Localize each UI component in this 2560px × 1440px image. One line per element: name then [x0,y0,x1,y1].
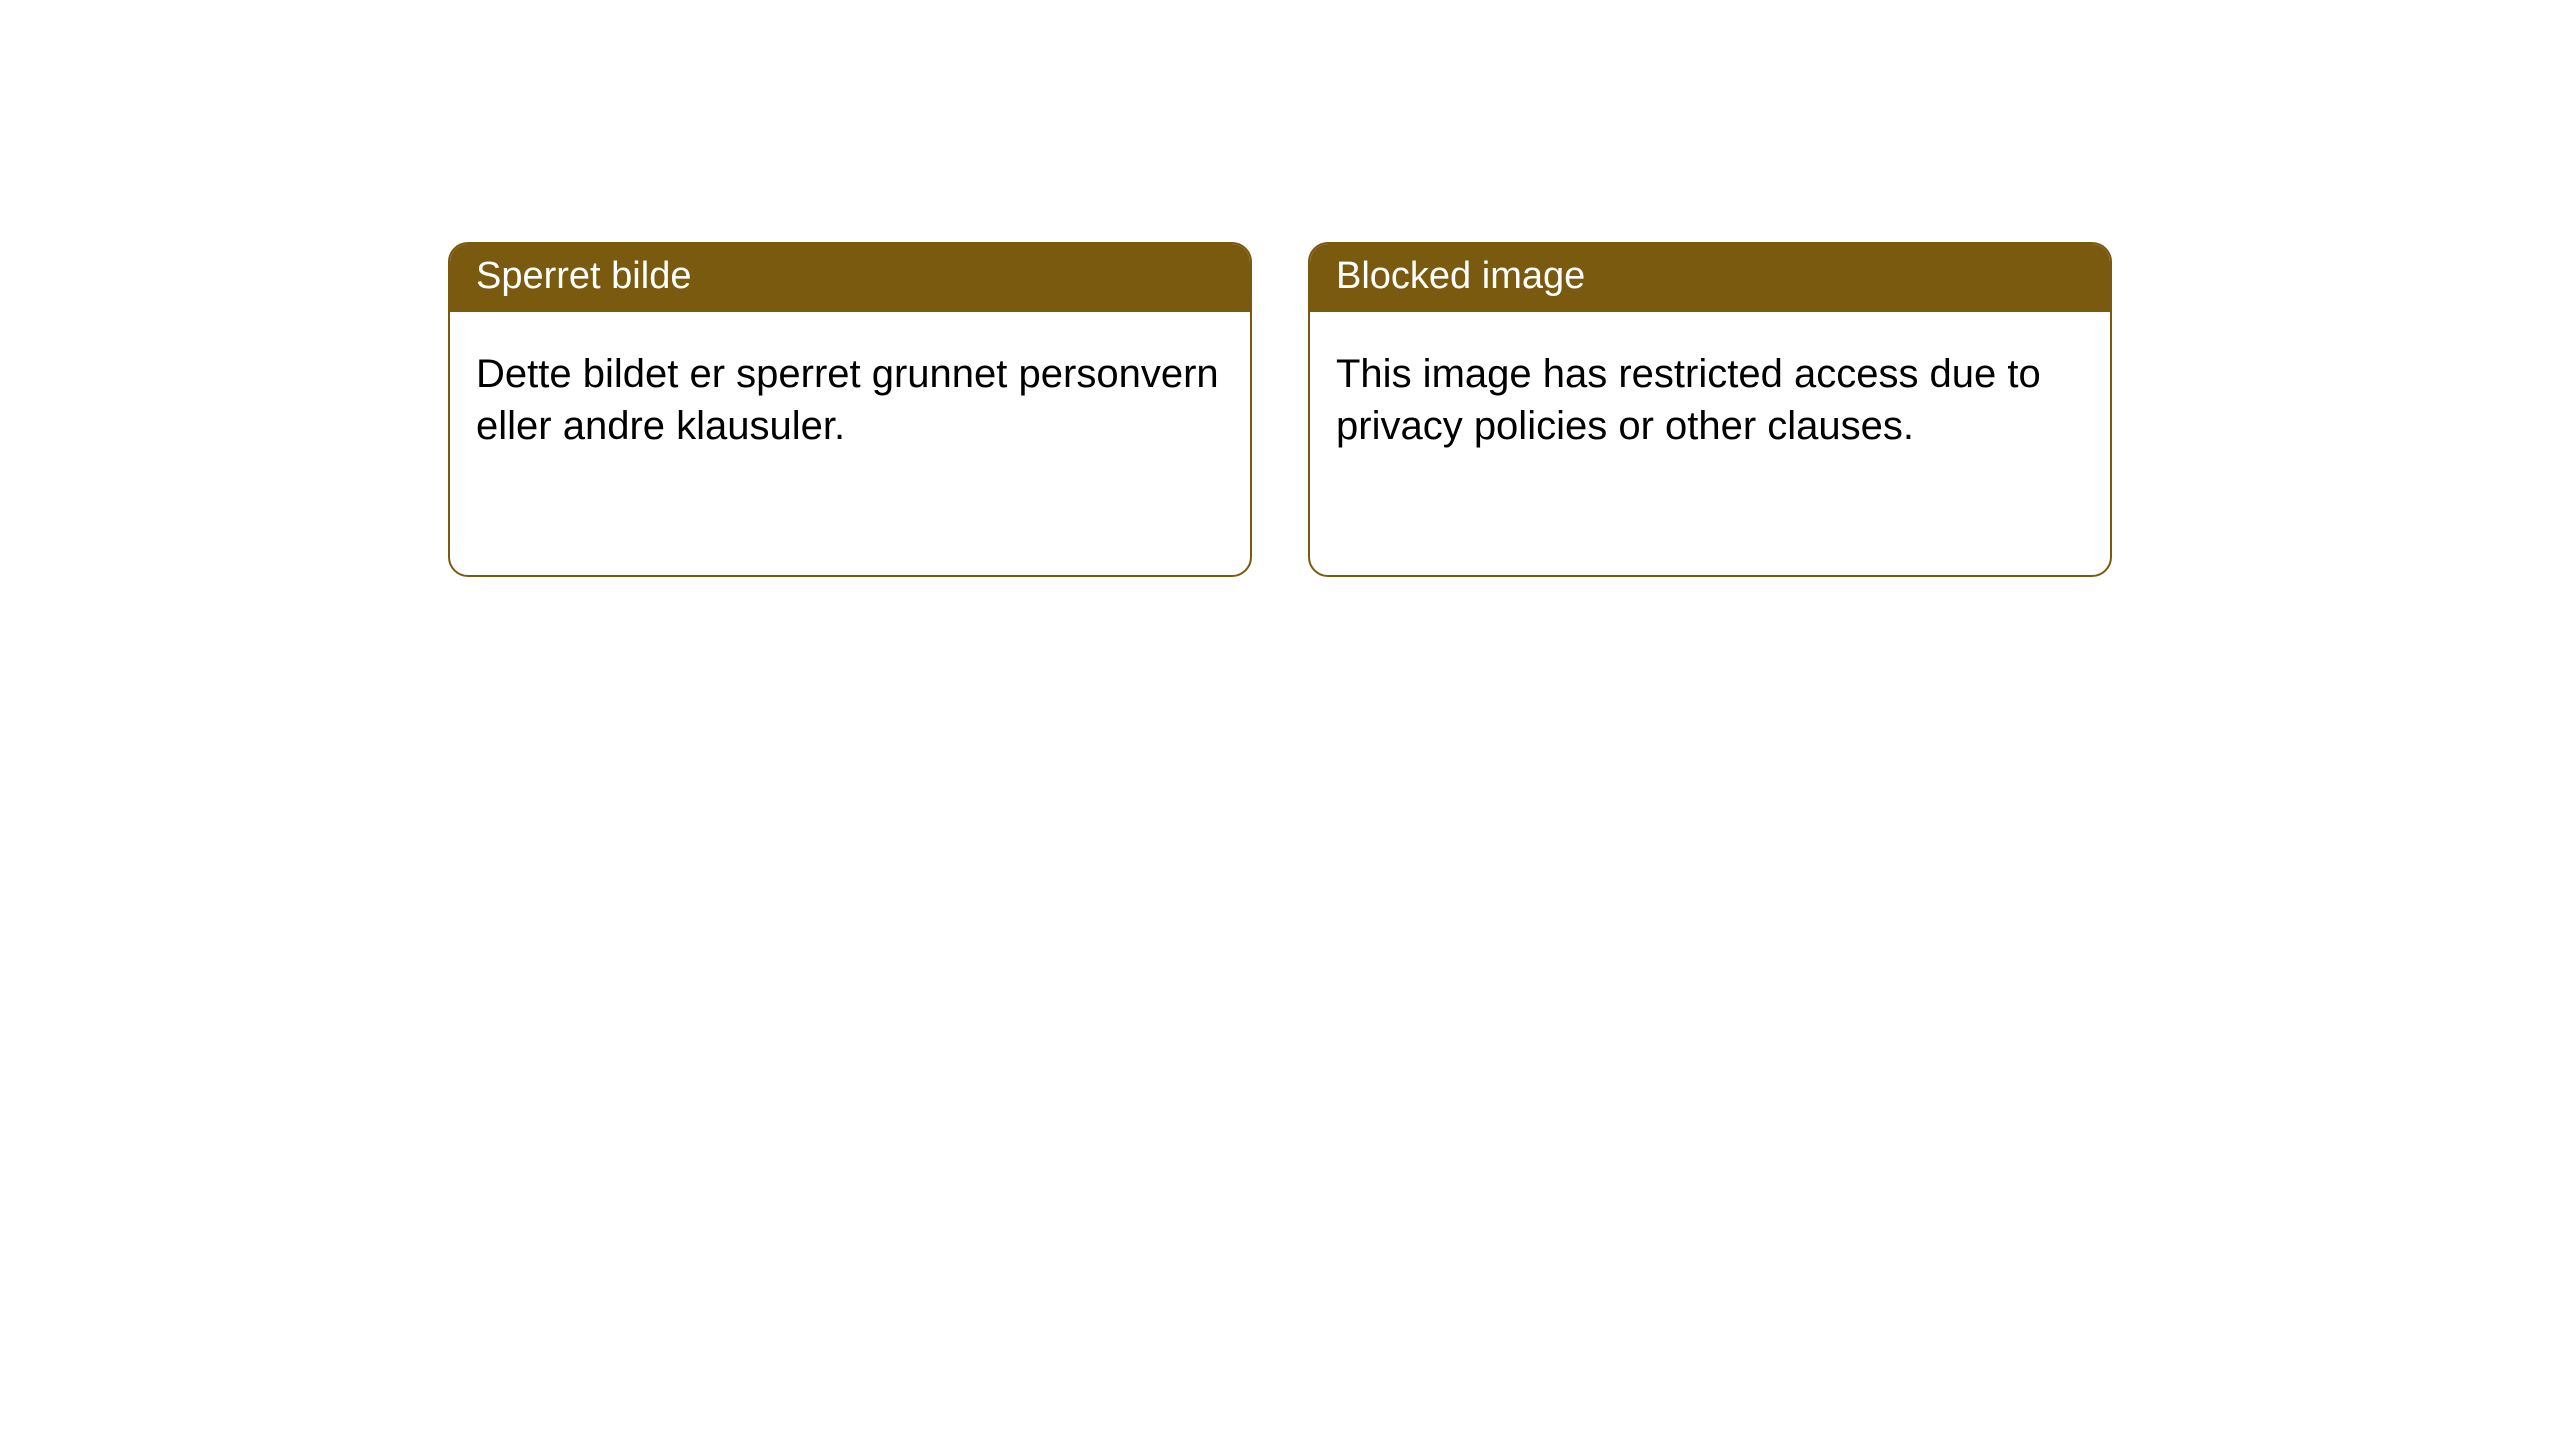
blocked-image-card-en: Blocked image This image has restricted … [1308,242,2112,577]
card-body-no: Dette bildet er sperret grunnet personve… [450,312,1250,488]
card-body-en: This image has restricted access due to … [1310,312,2110,488]
card-header-en: Blocked image [1310,244,2110,312]
cards-container: Sperret bilde Dette bildet er sperret gr… [0,0,2560,577]
card-header-no: Sperret bilde [450,244,1250,312]
blocked-image-card-no: Sperret bilde Dette bildet er sperret gr… [448,242,1252,577]
